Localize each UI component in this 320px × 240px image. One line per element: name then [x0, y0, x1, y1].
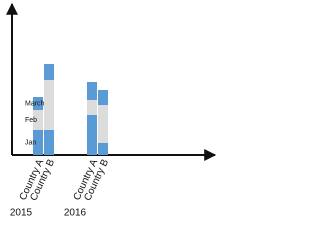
- group-label: 2016: [64, 208, 87, 219]
- series-label: Jan: [25, 139, 36, 146]
- series-label: Feb: [25, 117, 37, 124]
- bar-segment: [44, 80, 54, 130]
- bar-segment: [98, 105, 108, 143]
- bar-segment: [44, 130, 54, 155]
- bar-segment: [33, 110, 43, 130]
- group-label: 2015: [10, 208, 33, 219]
- bar-segment: [33, 97, 43, 110]
- series-label: March: [25, 100, 45, 107]
- bar-segment: [44, 64, 54, 80]
- bar-segment: [87, 82, 97, 100]
- bar-segment: [33, 130, 43, 155]
- bar-segment: [87, 115, 97, 155]
- bar-segment: [87, 100, 97, 115]
- bar-segment: [98, 143, 108, 155]
- bar-segment: [98, 90, 108, 105]
